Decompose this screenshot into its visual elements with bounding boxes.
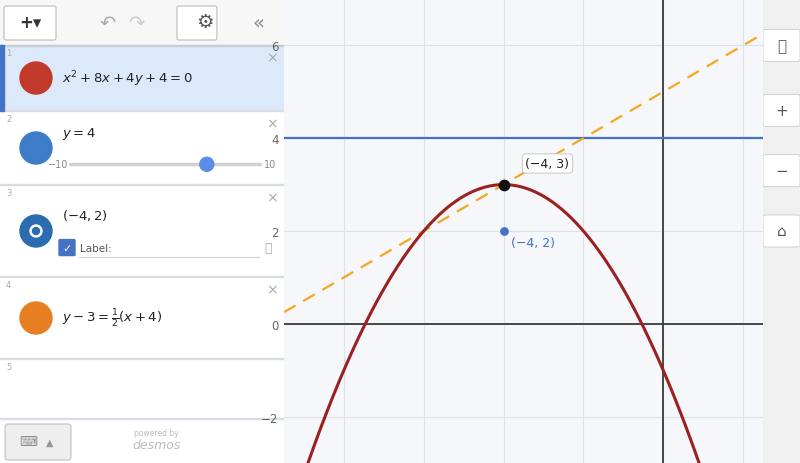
FancyBboxPatch shape — [177, 7, 217, 41]
Text: 10: 10 — [264, 160, 276, 170]
Text: 🔧: 🔧 — [264, 242, 272, 255]
Bar — [0, 46, 4, 112]
FancyBboxPatch shape — [4, 7, 56, 41]
Bar — [0, 358, 284, 359]
Text: ×: × — [266, 282, 278, 296]
Text: +▾: +▾ — [19, 14, 41, 32]
Bar — [0, 112, 284, 186]
Text: ×: × — [266, 117, 278, 131]
Circle shape — [20, 216, 52, 247]
Bar — [0, 276, 284, 277]
Text: 5: 5 — [6, 362, 11, 371]
Text: «: « — [253, 13, 265, 32]
Text: ×: × — [266, 191, 278, 205]
Bar — [0, 277, 284, 359]
Text: ×: × — [266, 51, 278, 65]
Text: $(-4,2)$: $(-4,2)$ — [62, 207, 108, 222]
Text: (−4, 3): (−4, 3) — [526, 157, 570, 170]
Point — [497, 228, 510, 235]
Text: ✓: ✓ — [62, 243, 72, 253]
Text: Label:: Label: — [80, 243, 112, 253]
Text: $y-3 = \frac{1}{2}(x+4)$: $y-3 = \frac{1}{2}(x+4)$ — [62, 307, 162, 329]
Text: ⚙: ⚙ — [196, 13, 214, 32]
Text: 🔧: 🔧 — [777, 39, 786, 54]
Bar — [0, 186, 284, 277]
Text: +: + — [775, 104, 788, 119]
Text: 2: 2 — [6, 115, 11, 124]
Text: ▲: ▲ — [46, 437, 54, 447]
Bar — [0, 185, 284, 186]
Circle shape — [30, 225, 42, 238]
Text: (−4, 2): (−4, 2) — [510, 236, 554, 249]
Circle shape — [20, 63, 52, 95]
Circle shape — [33, 228, 39, 235]
Circle shape — [200, 158, 214, 172]
FancyBboxPatch shape — [59, 240, 75, 256]
Text: ↷: ↷ — [128, 13, 145, 32]
Text: ⌨: ⌨ — [19, 436, 37, 449]
Text: $x^2 + 8x + 4y + 4 = 0$: $x^2 + 8x + 4y + 4 = 0$ — [62, 69, 193, 88]
Circle shape — [20, 133, 52, 165]
Point — [497, 181, 510, 189]
Text: ⌂: ⌂ — [777, 224, 786, 239]
Text: 3: 3 — [6, 188, 11, 198]
Bar — [0, 418, 284, 419]
Bar — [0, 111, 284, 112]
FancyBboxPatch shape — [5, 424, 71, 460]
FancyBboxPatch shape — [763, 31, 800, 62]
Text: −10: −10 — [48, 160, 68, 170]
FancyBboxPatch shape — [763, 216, 800, 247]
Text: desmos: desmos — [132, 438, 180, 451]
Bar — [0, 0, 284, 46]
Text: 4: 4 — [6, 281, 11, 289]
Text: −: − — [775, 164, 788, 179]
Circle shape — [20, 302, 52, 334]
FancyBboxPatch shape — [763, 95, 800, 127]
Text: 1: 1 — [6, 49, 11, 58]
Text: ↶: ↶ — [100, 13, 116, 32]
Text: powered by: powered by — [134, 429, 178, 438]
Bar — [0, 46, 284, 47]
Text: $y = 4$: $y = 4$ — [62, 126, 96, 142]
Bar — [0, 46, 284, 112]
Bar — [0, 359, 284, 419]
FancyBboxPatch shape — [763, 156, 800, 187]
